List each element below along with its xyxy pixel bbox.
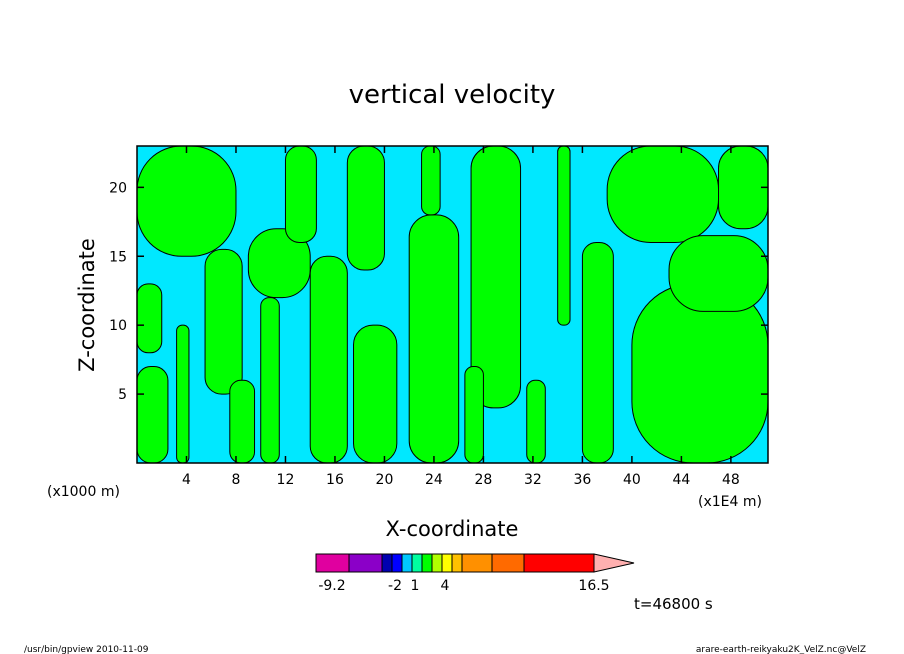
positive-velocity-region	[581, 241, 614, 464]
colorbar-segment	[451, 553, 463, 573]
positive-velocity-region	[284, 145, 317, 243]
colorbar-segment	[431, 553, 443, 573]
positive-velocity-region	[346, 145, 385, 271]
positive-velocity-region	[176, 324, 190, 464]
x-tick-label: 48	[722, 472, 740, 488]
colorbar-segment	[381, 553, 393, 573]
y-axis-title: Z-coordinate	[75, 238, 99, 372]
x-tick-label: 32	[524, 472, 542, 488]
positive-velocity-region	[136, 283, 163, 354]
colorbar-segment	[461, 553, 493, 573]
x-axis: 4 8 12 16 20 24 28 32 36 40 44 48	[182, 146, 740, 488]
colorbar-segment	[315, 553, 350, 573]
positive-velocity-region	[136, 366, 169, 464]
colorbar-segment	[523, 553, 595, 573]
positive-velocity-region	[718, 145, 769, 230]
positive-velocity-region	[204, 248, 243, 395]
positive-velocity-region	[557, 145, 571, 326]
chart-title: vertical velocity	[349, 80, 556, 110]
colorbar-segment	[348, 553, 383, 573]
positive-velocity-region	[408, 214, 460, 464]
colorbar-label: 16.5	[578, 578, 609, 594]
time-label: t=46800 s	[634, 595, 713, 613]
positive-velocity-region	[606, 145, 720, 243]
y-tick-label: 15	[109, 249, 127, 265]
x-axis-title: X-coordinate	[386, 517, 519, 541]
colorbar: -9.2 -2 1 4 16.5	[315, 553, 635, 594]
positive-velocity-region	[229, 379, 256, 464]
x-tick-label: 20	[376, 472, 394, 488]
positive-velocity-region	[526, 379, 546, 464]
positive-velocity-region	[464, 366, 484, 464]
positive-velocity-region	[421, 145, 441, 216]
positive-velocity-region	[247, 228, 311, 299]
footer-left: /usr/bin/gpview 2010-11-09	[24, 645, 149, 654]
x-tick-label: 12	[277, 472, 295, 488]
x-tick-label: 16	[326, 472, 344, 488]
colorbar-segment	[401, 553, 413, 573]
colorbar-label: 4	[441, 578, 450, 594]
positive-velocity-region	[260, 297, 280, 464]
x-tick-label: 44	[672, 472, 690, 488]
y-tick-label: 5	[118, 387, 127, 403]
x-tick-label: 4	[182, 472, 191, 488]
colorbar-segment	[411, 553, 423, 573]
colorbar-segment	[491, 553, 525, 573]
y-axis: 5 10 15 20	[109, 180, 768, 403]
colorbar-segment	[391, 553, 403, 573]
x-tick-label: 36	[573, 472, 591, 488]
y-unit-label: (x1000 m)	[47, 484, 120, 500]
y-tick-label: 10	[109, 318, 127, 334]
footer-right: arare-earth-reikyaku2K_VelZ.nc@VelZ	[696, 645, 866, 654]
colorbar-label: -9.2	[318, 578, 345, 594]
plot-area	[136, 145, 769, 464]
x-tick-label: 40	[623, 472, 641, 488]
x-tick-label: 24	[425, 472, 443, 488]
x-tick-label: 28	[475, 472, 493, 488]
positive-velocity-region	[668, 235, 769, 312]
colorbar-segment	[441, 553, 453, 573]
colorbar-label: -2	[388, 578, 402, 594]
colorbar-label: 1	[411, 578, 420, 594]
colorbar-segment	[421, 553, 433, 573]
plot-frame	[136, 145, 769, 464]
positive-velocity-region	[353, 324, 398, 464]
colorbar-extend-arrow	[593, 553, 635, 573]
positive-velocity-region	[309, 255, 348, 464]
x-unit-label: (x1E4 m)	[698, 494, 762, 510]
x-tick-label: 8	[232, 472, 241, 488]
y-tick-label: 20	[109, 180, 127, 196]
positive-velocity-region	[136, 145, 237, 257]
